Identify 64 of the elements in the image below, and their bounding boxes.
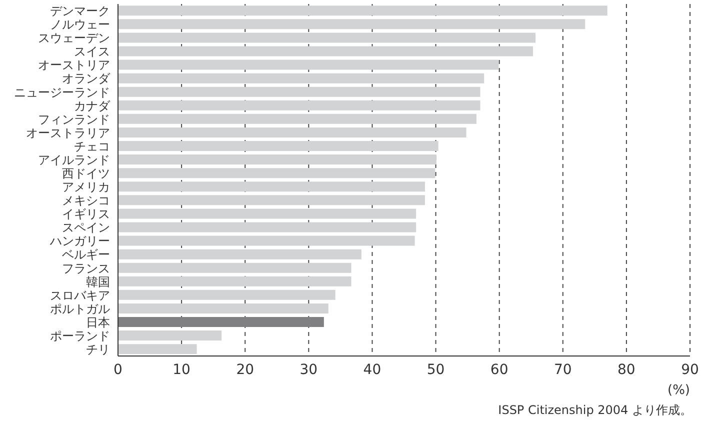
x-tick-label: 20	[236, 362, 254, 378]
y-tick-label: ポーランド	[50, 328, 110, 343]
y-tick-label: ポルトガル	[50, 302, 110, 316]
y-tick-label: ニュージーランド	[14, 85, 110, 100]
y-tick-label: オランダ	[62, 72, 111, 86]
y-tick-label: アイルランド	[38, 152, 110, 167]
y-tick-label: チェコ	[74, 139, 110, 154]
bar	[118, 114, 476, 124]
y-tick-label: フランス	[62, 261, 110, 276]
y-tick-label: イギリス	[62, 207, 110, 222]
y-tick-label: ベルギー	[62, 248, 110, 262]
x-tick-label: 60	[490, 362, 508, 378]
y-tick-label: フィンランド	[38, 112, 110, 126]
y-tick-label: 西ドイツ	[62, 166, 110, 180]
y-tick-label: カナダ	[74, 98, 111, 113]
bar	[118, 19, 586, 30]
y-tick-label: ハンガリー	[49, 234, 110, 248]
bar	[118, 276, 352, 286]
bar	[118, 303, 328, 314]
bar	[118, 249, 362, 260]
y-tick-label: チリ	[86, 342, 110, 356]
y-tick-label: 日本	[86, 315, 110, 330]
y-tick-label: スペイン	[62, 220, 110, 235]
bar	[118, 344, 197, 354]
bar	[118, 168, 436, 178]
x-tick-label: 50	[426, 362, 445, 378]
x-tick-label: 0	[114, 362, 122, 378]
y-tick-label: スロバキア	[50, 288, 110, 302]
x-tick-label: 10	[172, 362, 190, 378]
bar	[118, 330, 222, 341]
x-tick-label: 80	[618, 362, 636, 378]
bar	[118, 195, 425, 206]
y-tick-label: スイス	[74, 44, 110, 59]
x-axis-title: (%)	[668, 383, 690, 398]
bar	[118, 222, 416, 232]
bar	[118, 290, 336, 300]
y-tick-label: 韓国	[86, 274, 110, 289]
y-tick-label: アメリカ	[62, 180, 110, 194]
y-tick-label: デンマーク	[50, 4, 110, 18]
bar	[118, 208, 416, 219]
bar	[118, 141, 438, 152]
x-tick-label: 70	[554, 362, 572, 378]
y-tick-label: オーストリア	[38, 58, 110, 72]
y-tick-label: メキシコ	[62, 194, 110, 208]
y-tick-label: オーストラリア	[26, 126, 110, 140]
bar	[118, 182, 425, 192]
text: ISSP Citizenship 2004 より作成。	[498, 402, 692, 419]
bar	[118, 100, 480, 110]
bar	[118, 317, 324, 328]
x-tick-label: 40	[363, 362, 382, 378]
bar	[118, 262, 352, 273]
y-tick-label: スウェーデン	[38, 31, 110, 46]
bar	[118, 6, 608, 16]
x-tick-label: 30	[300, 362, 318, 378]
bar	[118, 86, 480, 97]
bar	[118, 236, 415, 246]
bar	[118, 32, 536, 43]
bar	[118, 46, 534, 56]
bar	[118, 127, 466, 138]
y-tick-label: ノルウェー	[50, 18, 110, 32]
bar	[118, 154, 436, 165]
bar	[118, 60, 499, 70]
bar	[118, 73, 484, 84]
x-tick-label: 90	[681, 362, 699, 378]
